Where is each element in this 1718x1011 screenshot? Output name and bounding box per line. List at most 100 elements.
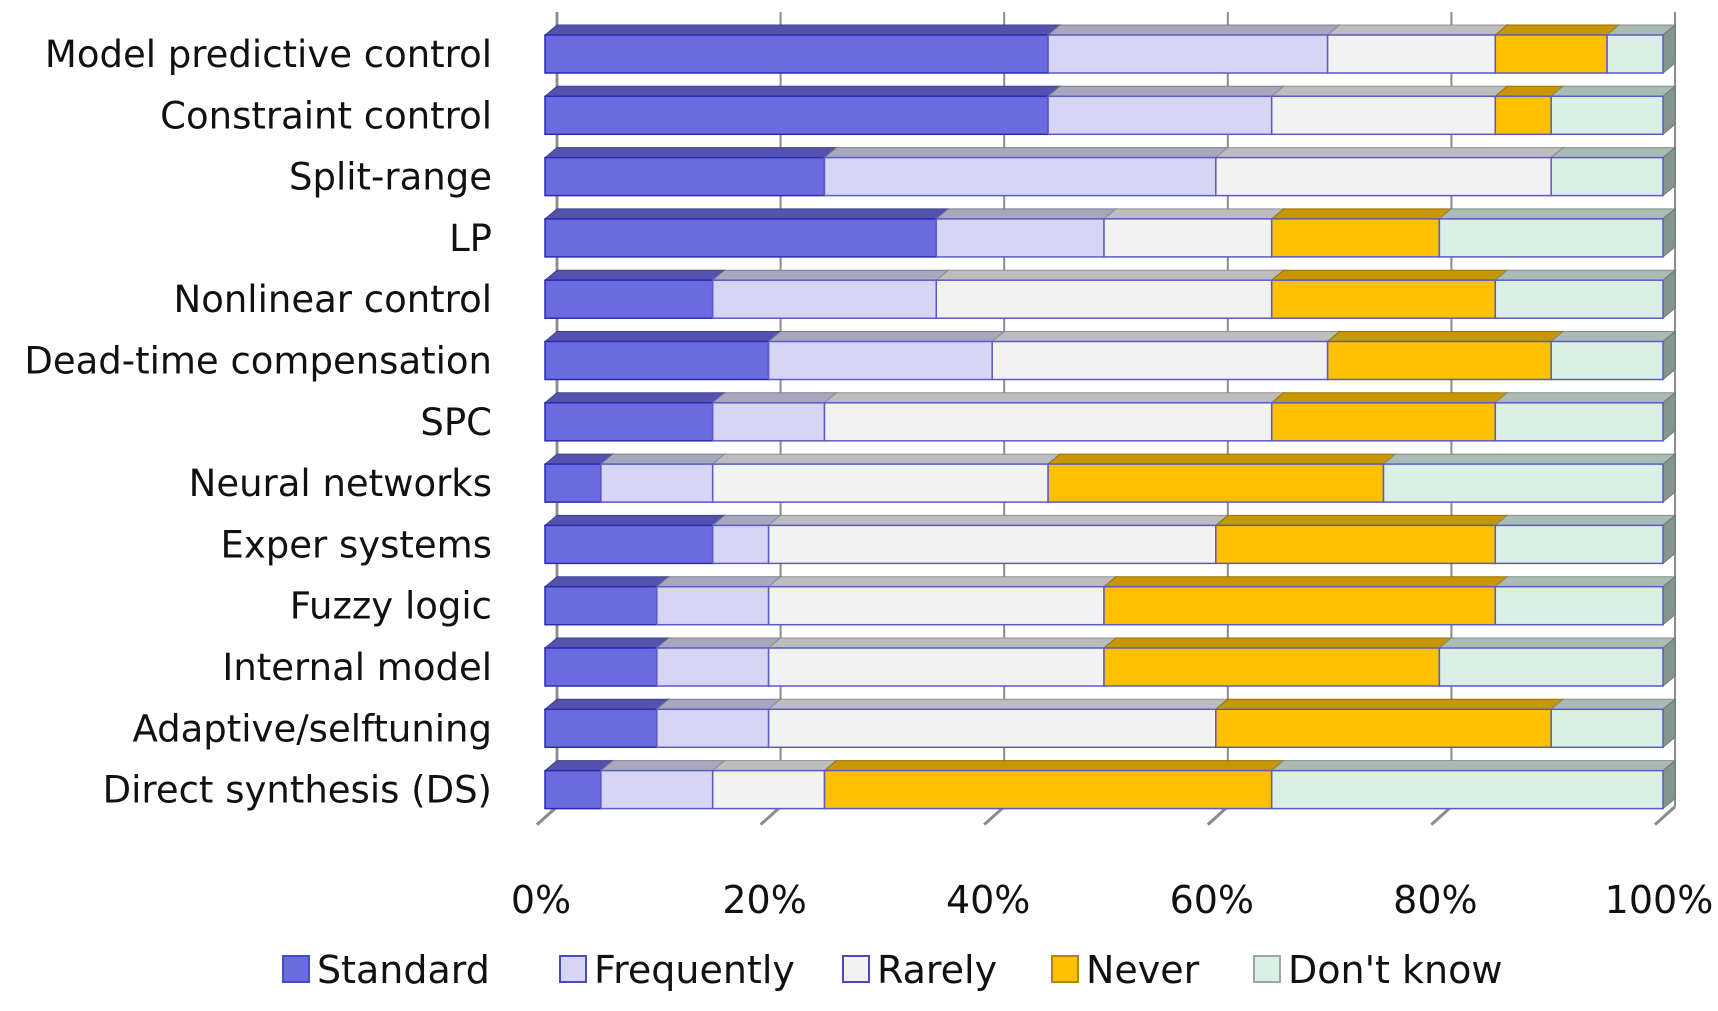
legend-label: Rarely [877, 948, 997, 992]
category-label: Internal model [222, 646, 492, 689]
bar-segment [655, 575, 782, 626]
category-label: Split-range [289, 156, 492, 199]
bar-segment [543, 391, 727, 442]
gridline-floor [759, 805, 782, 826]
bar-segment [1493, 23, 1621, 75]
legend-item: Rarely [842, 948, 997, 992]
legend-label: Never [1086, 948, 1200, 992]
gridline-floor [983, 805, 1006, 826]
bar-segment [823, 759, 1286, 810]
bar-segment [823, 146, 1230, 197]
category-label: SPC [420, 401, 492, 444]
bar-segment [543, 636, 671, 688]
bar-segment [711, 391, 838, 442]
bar-segment [1493, 269, 1677, 320]
x-tick-label: 0% [511, 878, 571, 922]
bar-segment [1270, 207, 1453, 258]
bar-segment [1102, 575, 1509, 626]
bar-segment [1046, 85, 1286, 136]
legend-swatch [559, 955, 587, 983]
bar-segment [767, 575, 1118, 626]
bar-segment [1214, 698, 1565, 749]
bar-segment [543, 698, 671, 749]
bar-segment [1270, 269, 1509, 320]
bar-segment [543, 514, 727, 565]
bar-segment [1046, 453, 1397, 504]
gridline-floor [535, 805, 559, 826]
bar-segment [1493, 514, 1677, 565]
bar-segment [767, 330, 1006, 381]
legend-swatch [282, 955, 310, 983]
bar-segment [1326, 23, 1509, 75]
legend-label: Standard [317, 948, 490, 992]
gridline-floor [1430, 805, 1453, 826]
x-tick-label: 40% [946, 878, 1030, 922]
legend-swatch [842, 955, 870, 983]
bar-segment [599, 453, 727, 504]
bar-segment [1046, 23, 1341, 75]
legend-label: Frequently [594, 948, 795, 992]
category-labels: Model predictive control Constraint contr… [24, 33, 492, 812]
bar-segment [1605, 23, 1677, 75]
bar-segment [1326, 330, 1565, 381]
bar-segment [990, 330, 1341, 381]
bar-segment [1438, 207, 1677, 258]
bars [543, 23, 1677, 810]
bar-segment [1549, 698, 1677, 749]
x-tick-label: 60% [1170, 878, 1254, 922]
bar-segment [1214, 146, 1565, 197]
category-label: LP [449, 217, 492, 260]
bar-segment [711, 759, 838, 810]
bar-segment [934, 269, 1286, 320]
bar-segment [543, 575, 671, 626]
category-label: Fuzzy logic [290, 585, 492, 628]
bar-segment [1102, 636, 1453, 688]
legend-label: Don't know [1288, 948, 1502, 992]
bar-segment [711, 453, 1062, 504]
x-tick-label: 80% [1393, 878, 1477, 922]
legend-item: Frequently [559, 948, 795, 992]
bar-segment [1102, 207, 1286, 258]
bar-segment [1214, 514, 1509, 565]
bar-segment [934, 207, 1118, 258]
category-label: Dead-time compensation [24, 340, 492, 383]
bar-segment [655, 636, 782, 688]
bar-segment [1270, 759, 1677, 810]
bar-segment [711, 269, 950, 320]
legend-item: Never [1051, 948, 1200, 992]
category-label: Constraint control [160, 94, 492, 137]
bar-segment [543, 269, 727, 320]
gridline-floor [1653, 805, 1677, 826]
bar-segment [543, 23, 1062, 75]
category-label: Neural networks [189, 462, 492, 505]
bar-segment [543, 330, 782, 381]
bar-segment [599, 759, 727, 810]
bar-segment [655, 698, 782, 749]
bar-segment [1549, 146, 1677, 197]
bar-segment [1549, 330, 1677, 381]
bar-segment [543, 453, 615, 504]
bar-segment [1493, 391, 1677, 442]
x-tick-label: 20% [722, 878, 806, 922]
legend: Standard Frequently Rarely Never Don't know [282, 948, 1502, 992]
legend-swatch [1051, 955, 1079, 983]
category-label: Direct synthesis (DS) [103, 769, 492, 812]
bar-segment [767, 636, 1118, 688]
bar-segment [1549, 85, 1677, 136]
bar-segment [1270, 85, 1509, 136]
bar-segment [1270, 391, 1509, 442]
x-tick-labels: 0% 20% 40% 60% 80% 100% [511, 878, 1713, 922]
bar-segment [543, 85, 1062, 136]
bar-segment [543, 146, 838, 197]
category-label: Adaptive/selftuning [132, 707, 492, 750]
bar-segment [543, 207, 950, 258]
legend-swatch [1253, 955, 1281, 983]
category-label: Nonlinear control [174, 278, 492, 321]
bar-segment [767, 698, 1230, 749]
bar-segment [1382, 453, 1677, 504]
bar-segment [1438, 636, 1677, 688]
category-label: Exper systems [220, 523, 492, 566]
bar-segment [823, 391, 1286, 442]
